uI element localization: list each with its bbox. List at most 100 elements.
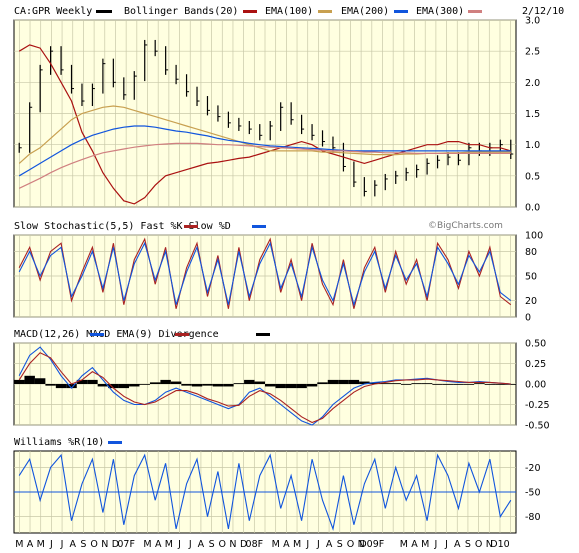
divergence-bar <box>474 383 485 384</box>
divergence-bar <box>181 384 192 386</box>
x-tick-label: S <box>209 539 215 550</box>
divergence-bar <box>380 383 391 384</box>
divergence-bar <box>34 378 46 384</box>
price-title: CA:GPR Weekly <box>14 6 92 17</box>
x-tick-label: O <box>90 539 97 550</box>
macd-ema-line <box>18 352 511 424</box>
y-tick-label: 0.0 <box>525 203 540 214</box>
legend-ema100-swatch <box>318 10 332 13</box>
x-tick-label: A <box>283 539 290 550</box>
divergence-bar <box>118 384 130 389</box>
y-tick-label: 2.5 <box>525 47 540 58</box>
x-tick-label: A <box>69 539 76 550</box>
y-tick-label: -80 <box>525 512 541 523</box>
x-tick-label: A <box>326 539 333 550</box>
y-tick-label: 3.0 <box>525 16 540 27</box>
legend-williams-swatch <box>108 441 122 444</box>
divergence-bar <box>66 384 77 389</box>
legend-ema100: EMA(100) <box>265 6 313 17</box>
x-tick-label: M <box>272 539 280 550</box>
x-tick-label: D10 <box>490 539 509 550</box>
divergence-bar <box>421 383 433 384</box>
divergence-bar <box>87 379 98 384</box>
divergence-bar <box>432 384 443 385</box>
x-tick-label: M <box>37 539 45 550</box>
stochastic-title: Slow Stochastic(5,5) Fast %K Slow %D <box>14 221 231 232</box>
divergence-bar <box>170 381 182 384</box>
x-tick-label: A <box>27 539 34 550</box>
x-tick-label: A <box>198 539 205 550</box>
divergence-bar <box>348 379 360 384</box>
y-tick-label: 0.25 <box>525 359 546 370</box>
divergence-bar <box>306 384 318 387</box>
divergence-bar <box>233 383 245 384</box>
x-tick-label: M <box>421 539 429 550</box>
divergence-bar <box>327 379 339 384</box>
divergence-bar <box>390 383 401 384</box>
legend-ema300-swatch <box>468 10 482 13</box>
divergence-bar <box>453 384 464 385</box>
x-tick-label: N <box>358 539 365 550</box>
x-tick-label: D <box>112 539 119 550</box>
divergence-bar <box>202 384 213 386</box>
divergence-bar <box>97 384 109 387</box>
chart-date: 2/12/10 <box>522 6 564 17</box>
macd-title: MACD(12,26) MACD EMA(9) Divergence <box>14 329 219 340</box>
divergence-bar <box>55 384 67 389</box>
y-tick-label: 1.5 <box>525 109 540 120</box>
bollinger-line <box>18 44 511 205</box>
divergence-bar <box>129 384 140 387</box>
legend-divergence-swatch <box>256 333 270 336</box>
divergence-bar <box>24 375 35 384</box>
divergence-bar <box>359 381 370 384</box>
legend-macd-swatch <box>90 333 104 336</box>
x-tick-label: J <box>49 539 53 550</box>
divergence-bar <box>285 384 297 389</box>
divergence-bar <box>495 384 506 385</box>
divergence-bar <box>265 384 276 387</box>
x-tick-label: M <box>400 539 408 550</box>
x-tick-label: N <box>486 539 493 550</box>
y-tick-label: 20 <box>525 296 537 307</box>
fast-k-line <box>18 237 512 309</box>
x-tick-label: S <box>465 539 471 550</box>
y-tick-label: 0 <box>525 313 531 324</box>
legend-ema200-swatch <box>394 10 408 13</box>
x-tick-label: O <box>219 539 226 550</box>
legend-bollinger: Bollinger Bands(20) <box>124 6 238 17</box>
x-tick-label: A <box>411 539 418 550</box>
y-tick-label: -0.25 <box>525 400 550 411</box>
x-tick-label: N <box>101 539 108 550</box>
legend-slow-d-swatch <box>252 225 266 228</box>
divergence-bar <box>223 384 234 387</box>
x-tick-label: J <box>188 539 192 550</box>
divergence-bar <box>212 384 224 387</box>
y-tick-label: 1.0 <box>525 140 540 151</box>
x-tick-label: M <box>143 539 151 550</box>
ema300-line <box>18 142 511 189</box>
x-tick-label: M <box>165 539 173 550</box>
y-tick-label: -50 <box>525 488 541 499</box>
y-tick-label: 50 <box>525 272 537 283</box>
x-tick-label: J <box>305 539 309 550</box>
divergence-bar <box>14 379 25 384</box>
series-layer <box>14 39 516 531</box>
x-tick-label: A <box>454 539 461 550</box>
grid-layer <box>13 19 517 534</box>
watermark: ©BigCharts.com <box>428 221 503 231</box>
y-tick-label: 80 <box>525 247 537 258</box>
divergence-bar <box>160 379 171 384</box>
x-tick-label: J <box>316 539 320 550</box>
legend-macd-ema-swatch <box>175 333 189 336</box>
divergence-bar <box>400 384 412 385</box>
y-tick-label: 100 <box>525 231 543 242</box>
divergence-bar <box>275 384 286 389</box>
divergence-bar <box>45 384 56 386</box>
y-tick-label: 0.00 <box>525 380 546 391</box>
x-tick-label: D09F <box>359 539 384 550</box>
x-tick-label: N <box>229 539 236 550</box>
x-tick-label: A <box>155 539 162 550</box>
divergence-bar <box>442 384 454 385</box>
legend-ema200: EMA(200) <box>341 6 389 17</box>
